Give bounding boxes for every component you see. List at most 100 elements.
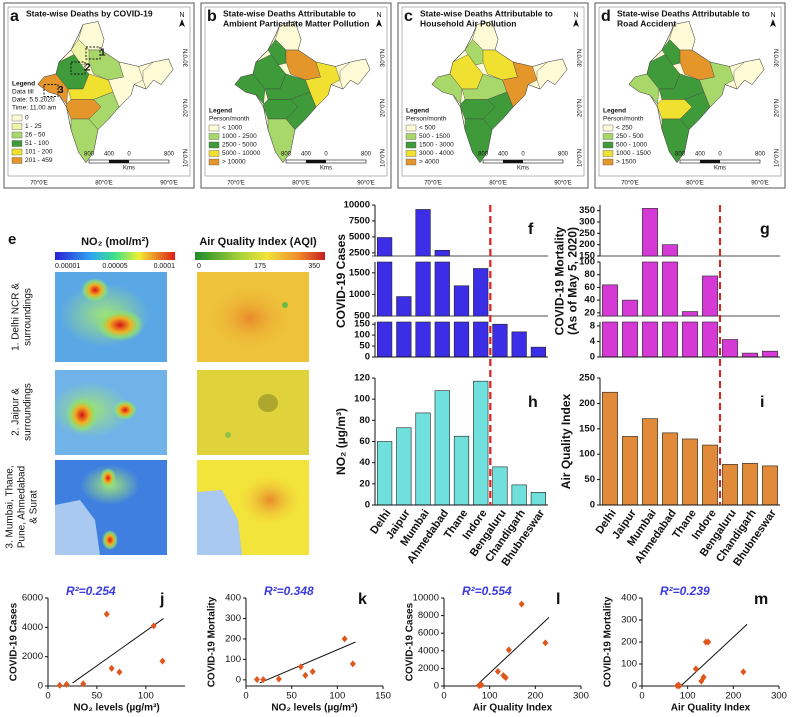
- bar: [662, 244, 678, 257]
- heatmap: [55, 272, 309, 362]
- legend-label: 2500 - 5000: [222, 142, 257, 149]
- panel-e: e NO₂ (mol/m²) Air Quality Index (AQI) 0…: [8, 231, 325, 555]
- panel-letter: i: [760, 394, 764, 411]
- y-tick-label: 6000: [418, 628, 439, 639]
- y-tick-label: 200: [225, 633, 241, 644]
- legend-heading: Person/month: [209, 116, 250, 123]
- scale-bar: [306, 160, 326, 163]
- data-point: [159, 657, 166, 665]
- bar: [702, 321, 718, 358]
- legend-heading: Legend: [406, 108, 429, 115]
- bar: [415, 321, 431, 358]
- x-tick-label: 0: [243, 691, 248, 702]
- legend-swatch: [602, 150, 614, 157]
- y-tick-label: 60: [359, 436, 370, 447]
- map-inner-frame: [7, 6, 191, 177]
- y-tick-label: 5000: [349, 231, 370, 242]
- data-point: [341, 635, 348, 643]
- scale-label: 400: [301, 152, 312, 158]
- data-point: [275, 675, 282, 683]
- y-tick-label: 0: [632, 681, 637, 692]
- north-arrow: [770, 19, 776, 27]
- x-tick-label: 200: [725, 691, 741, 702]
- legend-swatch: [602, 141, 614, 149]
- state-region: [305, 61, 341, 108]
- study-box: [70, 61, 86, 75]
- panel-letter: a: [10, 8, 19, 25]
- lat-label: 30°0'N: [578, 49, 584, 67]
- bar: [682, 438, 698, 506]
- y-tick-label: 250: [579, 228, 595, 239]
- study-box: [43, 84, 59, 97]
- north-label: N: [770, 12, 775, 19]
- y-tick-label: 0: [236, 674, 241, 685]
- x-tick-label: 300: [771, 691, 787, 702]
- study-box-label: 1: [100, 48, 106, 59]
- no2-title: NO₂ (mol/m²): [81, 236, 149, 248]
- bar: [396, 296, 412, 317]
- map-title: Household Air Pollution: [420, 18, 516, 28]
- row-label: surroundings: [23, 383, 34, 441]
- panel-letter: h: [528, 394, 538, 411]
- scale-label: 800: [361, 152, 372, 158]
- bar: [662, 261, 678, 317]
- state-region: [502, 61, 538, 108]
- y-tick-label: 80: [359, 415, 370, 426]
- lon-label: 70°0'E: [424, 181, 442, 187]
- x-tick-label: 100: [482, 691, 498, 702]
- y-tick-label: 150: [579, 251, 595, 262]
- legend-label: > 4000: [419, 159, 439, 166]
- map-panel: c State-wise Deaths Attributable toHouseh…: [397, 2, 589, 189]
- data-point: [692, 665, 699, 673]
- map-title: State-wise Deaths Attributable to: [617, 8, 750, 18]
- y-tick-label: 10000: [344, 200, 370, 211]
- y-tick-label: 1000: [349, 289, 370, 300]
- data-point: [108, 664, 115, 672]
- row-label: & Surat: [29, 490, 40, 524]
- bar: [434, 390, 450, 506]
- y-tick-label: 80: [584, 269, 595, 280]
- legend-label: < 250: [616, 125, 633, 132]
- bar: [702, 275, 718, 317]
- scale-label: 0: [718, 152, 722, 158]
- legend-heading: Legend: [209, 108, 232, 115]
- fit-line: [680, 624, 748, 687]
- bar: [473, 268, 489, 317]
- lat-label: 20°0'N: [775, 99, 781, 117]
- bar: [722, 464, 738, 506]
- panel-letter: b: [207, 8, 217, 25]
- state-region: [37, 73, 69, 105]
- bar: [602, 284, 618, 317]
- bar: [415, 412, 431, 506]
- scale-label: 800: [164, 152, 175, 158]
- x-tick-label: 100: [680, 691, 696, 702]
- y-tick-label: 100: [225, 654, 241, 665]
- state-region: [234, 73, 266, 105]
- y-tick-label: 20: [359, 478, 370, 489]
- data-point: [302, 671, 309, 679]
- map-inner-frame: [204, 6, 388, 177]
- data-point: [700, 673, 707, 681]
- legend-swatch: [11, 123, 23, 130]
- scale-label: 800: [281, 152, 292, 158]
- y-tick-label: 100: [579, 449, 595, 460]
- x-tick-label: 50: [286, 691, 297, 702]
- bar: [511, 331, 527, 358]
- y-tick-label: 300: [621, 615, 637, 626]
- y-tick-label: 100: [354, 330, 370, 341]
- r-squared: R²=0.254: [66, 584, 116, 598]
- y-tick-label: 1500: [349, 267, 370, 278]
- bar: [434, 321, 450, 358]
- legend-swatch: [405, 124, 417, 132]
- legend-swatch: [208, 124, 220, 132]
- legend-swatch: [405, 141, 417, 149]
- y-tick-label: 8000: [418, 610, 439, 621]
- legend-heading: Person/month: [406, 116, 447, 123]
- legend-swatch: [11, 114, 23, 122]
- y-tick-label: 4000: [418, 645, 439, 656]
- map-inner-frame: [401, 6, 585, 177]
- bar: [434, 249, 450, 257]
- scatter-chart: 0 100 200 300 0 100 200 300 400 R²=0.239 m Air Qual…: [603, 584, 787, 713]
- bar: [682, 311, 698, 317]
